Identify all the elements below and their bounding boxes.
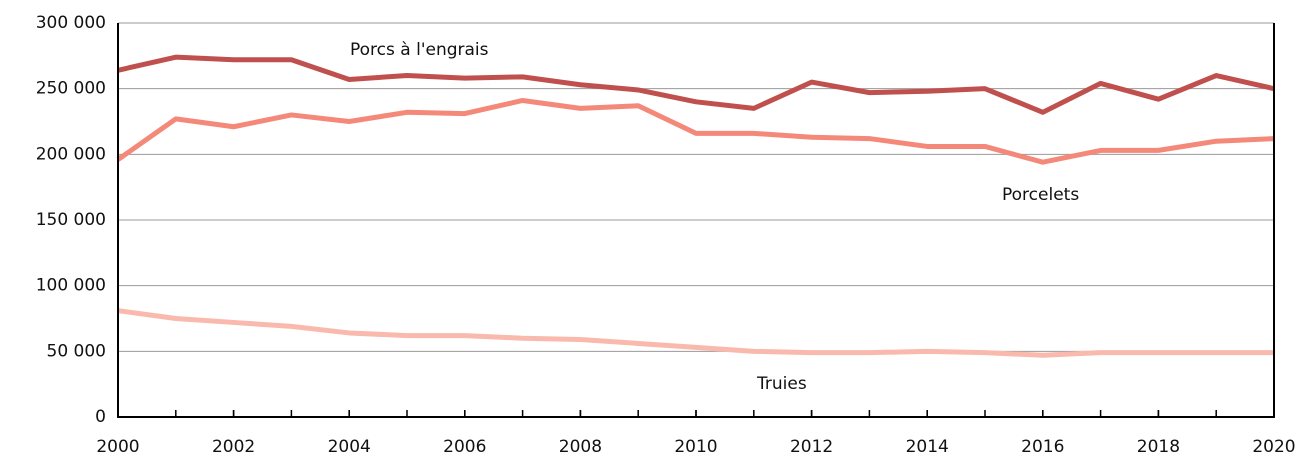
- y-tick-label: 300 000: [36, 13, 106, 33]
- x-tick-label: 2012: [790, 437, 833, 457]
- x-tick-label: 2004: [328, 437, 371, 457]
- series-line: [116, 97, 1275, 165]
- y-tick-label: 100 000: [36, 276, 106, 296]
- y-tick-label: 150 000: [36, 210, 106, 230]
- x-tick-label: 2002: [212, 437, 255, 457]
- series-label: Porcs à l'engrais: [350, 40, 489, 60]
- x-tick-label: 2014: [906, 437, 949, 457]
- x-tick-label: 2016: [1021, 437, 1064, 457]
- y-tick-label: 0: [95, 407, 106, 427]
- series-label: Truies: [756, 374, 807, 394]
- series-line: [117, 308, 1274, 358]
- axis-frame: [117, 23, 1275, 418]
- x-tick-label: 2006: [443, 437, 486, 457]
- x-tick-label: 2010: [674, 437, 717, 457]
- y-tick-label: 250 000: [36, 79, 106, 99]
- y-tick-label: 200 000: [36, 144, 106, 164]
- x-tick-label: 2020: [1252, 437, 1295, 457]
- series-line: [117, 54, 1275, 115]
- y-tick-label: 50 000: [47, 341, 106, 361]
- series-label: Porcelets: [1002, 185, 1079, 205]
- x-tick-label: 2018: [1137, 437, 1180, 457]
- x-tick-label: 2008: [559, 437, 602, 457]
- x-tick-label: 2000: [96, 437, 139, 457]
